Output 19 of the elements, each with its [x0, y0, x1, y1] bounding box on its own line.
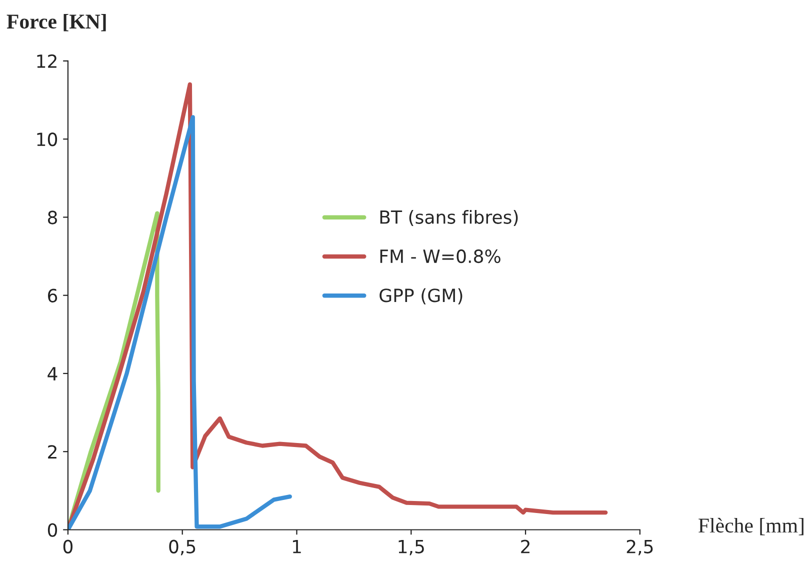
- y-axis-title: Force [KN]: [6, 14, 106, 32]
- legend-label: FM - W=0.8%: [380, 249, 500, 264]
- y-tick-label: 8: [48, 210, 57, 224]
- x-tick-label: 0,5: [169, 540, 196, 556]
- x-tick-label: 1,5: [398, 540, 424, 556]
- y-tick-label: 4: [48, 367, 58, 380]
- x-tick-label: 0: [63, 540, 72, 554]
- line-series: [68, 115, 292, 530]
- x-tick-label: 1: [292, 540, 301, 554]
- x-tick-label: 2,5: [626, 540, 653, 556]
- legend-label: BT (sans fibres): [380, 210, 518, 226]
- legend-label: GPP (GM): [380, 288, 462, 304]
- y-tick-label: 0: [48, 523, 58, 537]
- x-axis-title: Flèche [mm]: [698, 518, 804, 536]
- y-tick-label: 10: [37, 132, 58, 146]
- y-tick-label: 6: [48, 288, 58, 302]
- x-tick-label: 2: [521, 540, 530, 554]
- y-tick-label: 2: [48, 445, 56, 458]
- y-tick-label: 12: [37, 54, 56, 68]
